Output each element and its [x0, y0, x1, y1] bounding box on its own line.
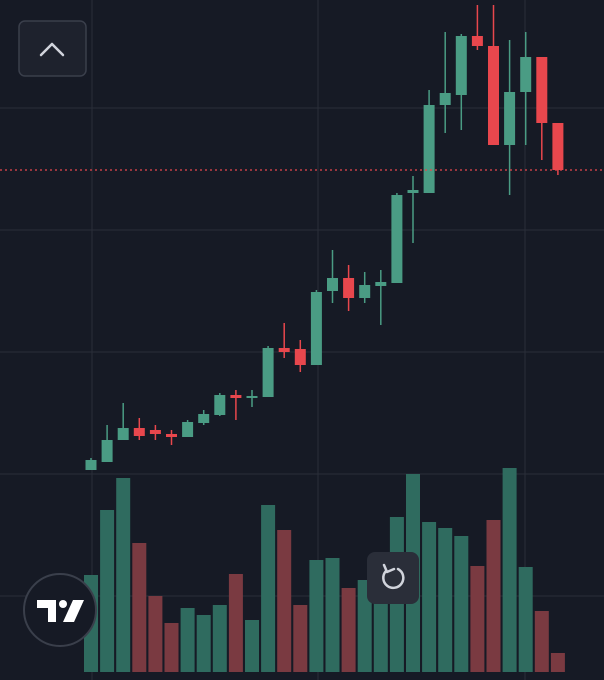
candle-body	[455, 36, 467, 95]
volume-bar	[100, 510, 115, 672]
volume-bar	[212, 605, 227, 672]
candles	[85, 5, 564, 470]
logo-circle[interactable]	[23, 573, 97, 647]
volume-bar	[277, 530, 292, 672]
volume-bar	[116, 478, 131, 672]
volume-bar	[534, 611, 549, 672]
volume-bar	[148, 596, 163, 672]
volume-bar	[325, 558, 340, 672]
candle-body	[85, 460, 97, 470]
volume-bar	[422, 522, 437, 672]
volume-bar	[470, 566, 485, 672]
candle-body	[391, 195, 403, 283]
volume-bar	[357, 580, 372, 672]
volume-bar	[486, 520, 501, 672]
volume-bar	[228, 574, 243, 672]
candle-body	[520, 57, 532, 92]
candle-body	[101, 440, 113, 462]
candle-body	[439, 93, 451, 105]
logo-dot	[59, 600, 67, 608]
chevron-up-icon	[39, 42, 65, 57]
candle-body	[536, 57, 548, 123]
candle-body	[262, 348, 274, 397]
candle-body	[310, 292, 322, 365]
candle-body	[230, 395, 242, 398]
volume-bar	[550, 653, 565, 672]
reset-button-bg[interactable]	[367, 552, 419, 604]
candle-body	[552, 123, 564, 170]
candle-body	[488, 46, 499, 145]
volume-bar	[438, 528, 453, 672]
logo-t	[37, 600, 56, 622]
candle-body	[343, 278, 355, 298]
volume-bar	[261, 505, 276, 672]
reset-icon	[382, 567, 405, 590]
volume-bar	[293, 605, 308, 672]
volume-bar	[341, 588, 356, 672]
candle-body	[327, 278, 338, 291]
volume-bar	[196, 615, 211, 672]
candle-body	[423, 105, 435, 193]
candle-body	[246, 396, 258, 398]
logo-v	[63, 600, 84, 622]
volume-bar	[502, 468, 517, 672]
reset-icon-arrow	[382, 563, 396, 574]
candle-body	[117, 428, 129, 440]
candle-body	[278, 348, 290, 352]
candle-body	[198, 414, 210, 423]
reset-button[interactable]	[367, 552, 419, 604]
volume-bar	[309, 560, 324, 672]
volume-bar	[454, 536, 469, 672]
collapse-button[interactable]	[18, 20, 87, 77]
candle-body	[214, 395, 226, 415]
candle-body	[149, 430, 161, 434]
candle-body	[407, 190, 419, 193]
candle-body	[182, 422, 194, 437]
candle-body	[375, 282, 387, 286]
logo[interactable]	[23, 573, 97, 647]
candle-body	[471, 36, 483, 46]
volume-bar	[164, 623, 179, 672]
volume-bar	[518, 567, 533, 672]
collapse-button-bg[interactable]	[18, 20, 87, 77]
volume-bar	[132, 543, 147, 672]
candle-body	[294, 349, 306, 365]
candle-body	[166, 434, 177, 437]
candle-body	[133, 428, 145, 436]
candle-body	[359, 285, 371, 298]
volume-bar	[180, 608, 195, 672]
candle-body	[504, 92, 516, 145]
volume-bar	[245, 620, 259, 672]
